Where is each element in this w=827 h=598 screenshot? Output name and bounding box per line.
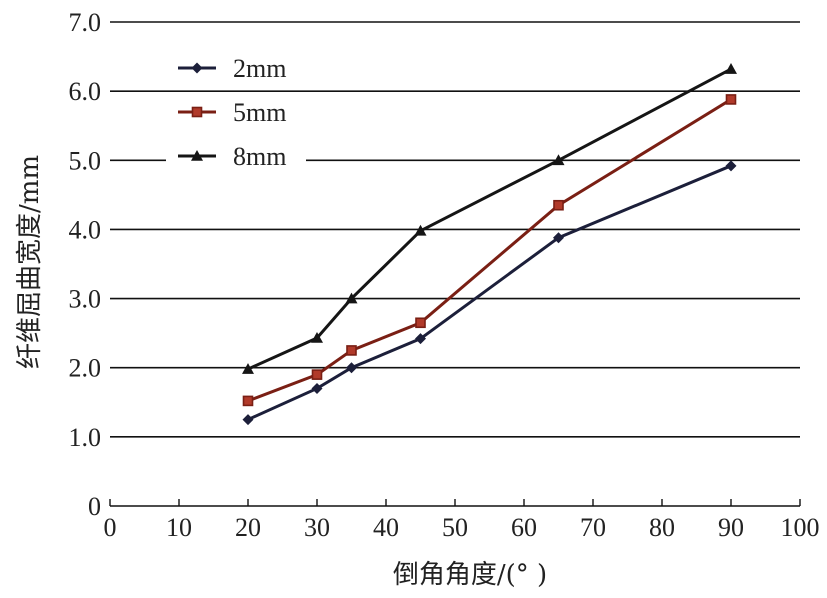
- axes: [109, 499, 801, 507]
- legend-label: 5mm: [233, 98, 286, 127]
- x-axis-title: 倒角角度/(° ): [393, 560, 547, 590]
- x-tick-label: 10: [166, 513, 192, 542]
- x-tick-label: 0: [104, 513, 117, 542]
- legend-label: 2mm: [233, 54, 286, 83]
- data-point-diamond: [191, 62, 203, 74]
- data-point-square: [553, 199, 564, 211]
- x-tick-label: 90: [718, 513, 744, 542]
- grid-lines: [110, 21, 800, 438]
- y-tick-label: 4.0: [69, 215, 102, 244]
- x-tick-label: 70: [580, 513, 606, 542]
- x-tick-label: 30: [304, 513, 330, 542]
- data-point-square: [346, 345, 357, 356]
- data-point-square: [311, 369, 323, 380]
- x-tick-label: 60: [511, 513, 537, 542]
- data-point-square: [242, 395, 254, 407]
- x-tick-label: 40: [373, 513, 399, 542]
- data-point-triangle: [242, 363, 254, 374]
- y-tick-label: 1.0: [69, 423, 102, 452]
- legend-label: 8mm: [233, 142, 286, 171]
- data-point-triangle: [414, 224, 427, 236]
- y-axis-title: 纤维屈曲宽度/mm: [15, 155, 45, 369]
- data-point-diamond: [553, 232, 564, 244]
- data-point-diamond: [311, 382, 323, 394]
- y-tick-label: 5.0: [69, 146, 102, 175]
- data-point-square: [725, 94, 737, 105]
- legend: 2mm 5mm 8mm: [166, 54, 306, 171]
- data-point-diamond: [242, 414, 254, 426]
- data-point-triangle: [345, 292, 358, 304]
- data-point-square: [191, 106, 203, 118]
- x-tick-labels: 0 10 20 30 40 50 60 70 80 90 100: [104, 513, 820, 542]
- data-point-triangle: [552, 154, 565, 166]
- x-tick-label: 20: [235, 513, 261, 542]
- series-line-8mm: [247, 67, 732, 371]
- y-tick-label: 2.0: [69, 354, 102, 383]
- data-point-square: [415, 317, 426, 329]
- data-point-triangle: [725, 63, 737, 74]
- data-point-diamond: [415, 333, 426, 345]
- data-point-triangle: [191, 150, 203, 161]
- y-tick-label: 3.0: [69, 285, 102, 314]
- data-point-triangle: [311, 331, 323, 343]
- series-line-5mm: [247, 98, 732, 403]
- series-line-2mm: [247, 164, 732, 421]
- y-tick-label: 7.0: [69, 8, 102, 37]
- x-tick-label: 50: [442, 513, 468, 542]
- y-tick-labels: 0 1.0 2.0 3.0 4.0 5.0 6.0 7.0: [69, 8, 102, 521]
- x-tick-label: 100: [781, 513, 820, 542]
- data-point-diamond: [725, 160, 737, 172]
- y-tick-label: 0: [88, 492, 101, 521]
- y-tick-label: 6.0: [69, 77, 102, 106]
- series-group: [242, 63, 737, 426]
- data-point-diamond: [346, 362, 357, 374]
- x-tick-label: 80: [649, 513, 675, 542]
